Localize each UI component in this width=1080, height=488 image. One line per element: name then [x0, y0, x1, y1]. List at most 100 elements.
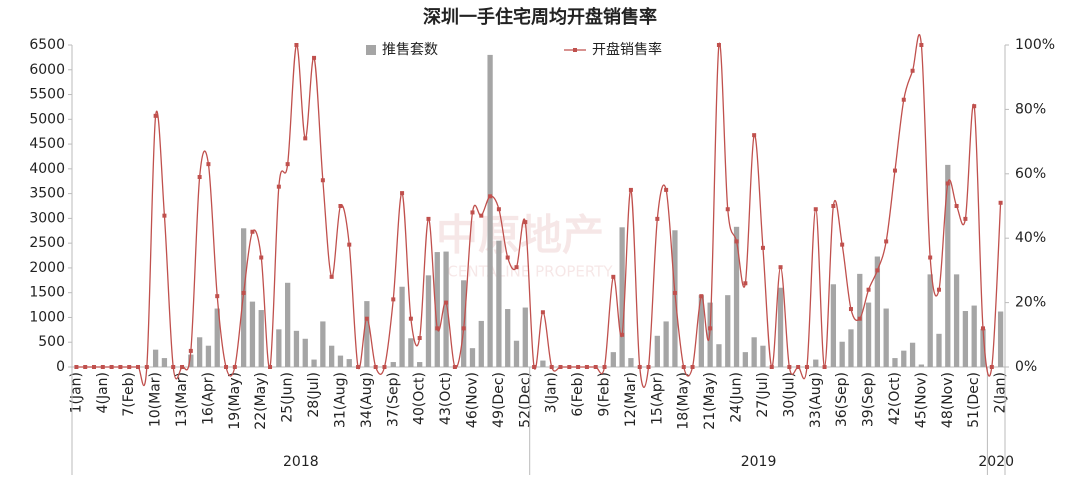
x-tick-label: 10(Mar)	[148, 372, 164, 427]
line-marker	[672, 290, 677, 295]
line-marker	[787, 365, 792, 369]
y-tick-label: 0	[56, 359, 65, 375]
line-marker	[532, 365, 537, 369]
line-marker	[725, 207, 730, 212]
bar	[874, 256, 881, 367]
x-tick-label: 31(Aug)	[332, 372, 348, 428]
line-marker	[197, 175, 202, 180]
line-marker	[655, 216, 660, 221]
x-tick-label: 16(Apr)	[200, 372, 216, 425]
line-marker	[549, 365, 554, 369]
line-marker	[822, 365, 827, 369]
bar	[927, 274, 933, 367]
bar	[716, 344, 722, 367]
bar	[443, 251, 449, 367]
bar	[839, 341, 845, 367]
y-tick-label: 3000	[29, 210, 65, 226]
line-marker	[461, 326, 466, 331]
bar	[302, 338, 308, 367]
line-marker	[796, 365, 801, 369]
legend-swatch	[366, 45, 376, 55]
bar	[152, 349, 159, 367]
line-marker	[144, 365, 149, 369]
y-tick-label: 3500	[29, 186, 65, 202]
x-tick-label: 30(Jul)	[781, 372, 797, 418]
bar	[329, 345, 335, 367]
bar	[830, 284, 837, 367]
line-marker	[848, 307, 853, 312]
line-marker	[804, 365, 809, 369]
line-marker	[162, 213, 167, 218]
bar	[205, 345, 212, 367]
line-marker	[892, 168, 897, 173]
line-marker	[391, 297, 396, 302]
line-marker	[171, 365, 176, 369]
line-marker	[364, 316, 369, 321]
x-tick-label: 22(May)	[253, 372, 269, 430]
x-tick-label: 45(Nov)	[913, 372, 929, 428]
line-marker	[127, 365, 132, 369]
bar	[293, 330, 300, 367]
line-marker	[611, 274, 616, 279]
y-tick-label: 1000	[29, 309, 65, 325]
y-tick-label: 4000	[29, 161, 65, 177]
line-marker	[118, 365, 123, 369]
y-tick-label: 1500	[29, 285, 65, 301]
line-marker	[540, 310, 545, 315]
x-tick-label: 37(Sep)	[385, 372, 401, 427]
line-marker	[778, 265, 783, 270]
bar	[751, 337, 757, 367]
legend-label: 开盘销售率	[592, 41, 662, 58]
line-marker	[884, 239, 889, 244]
line-marker	[857, 316, 862, 321]
line-marker	[567, 365, 572, 369]
line-marker	[268, 365, 273, 369]
line-marker	[303, 136, 308, 141]
bar	[188, 354, 194, 367]
bar	[909, 342, 916, 367]
x-tick-label: 2(Jan)	[993, 372, 1009, 413]
bar	[936, 333, 942, 367]
line-marker	[989, 365, 994, 369]
line-marker	[866, 287, 871, 292]
line-marker	[576, 365, 581, 369]
bar	[733, 226, 740, 367]
line-marker	[408, 316, 413, 321]
bar	[945, 164, 951, 367]
x-tick-label: 52(Dec)	[517, 372, 533, 428]
line-marker	[681, 365, 686, 369]
line-marker	[188, 348, 193, 353]
x-tick-label: 9(Feb)	[597, 372, 613, 417]
y2-tick-label: 60%	[1015, 166, 1046, 182]
x-tick-label: 4(Jan)	[95, 372, 111, 413]
line-marker	[312, 55, 317, 60]
line-marker	[945, 181, 950, 186]
line-marker	[400, 191, 405, 196]
y-tick-label: 5500	[29, 87, 65, 103]
line-marker	[752, 133, 757, 138]
legend-label: 推售套数	[382, 42, 438, 58]
line-marker	[338, 204, 343, 208]
line-marker	[241, 290, 246, 295]
bar	[399, 286, 405, 367]
bar	[522, 307, 528, 367]
y2-tick-label: 100%	[1015, 37, 1055, 53]
line-marker	[813, 207, 818, 212]
line-marker	[963, 216, 968, 221]
line-marker	[435, 326, 440, 331]
line-marker	[285, 162, 290, 167]
x-tick-label: 6(Feb)	[570, 372, 586, 417]
line-marker	[347, 242, 352, 247]
line-marker	[470, 210, 475, 215]
line-marker	[180, 365, 185, 369]
line-marker	[769, 365, 774, 369]
line-marker	[875, 268, 880, 273]
line-marker	[206, 162, 211, 167]
line-marker	[998, 200, 1003, 205]
line-marker	[505, 255, 510, 260]
line-marker	[840, 242, 845, 247]
line-marker	[699, 294, 704, 299]
y-tick-label: 2000	[29, 260, 65, 276]
watermark-sub: CENTALINE PROPERTY	[447, 263, 613, 281]
x-tick-label: 28(Jul)	[306, 372, 322, 418]
